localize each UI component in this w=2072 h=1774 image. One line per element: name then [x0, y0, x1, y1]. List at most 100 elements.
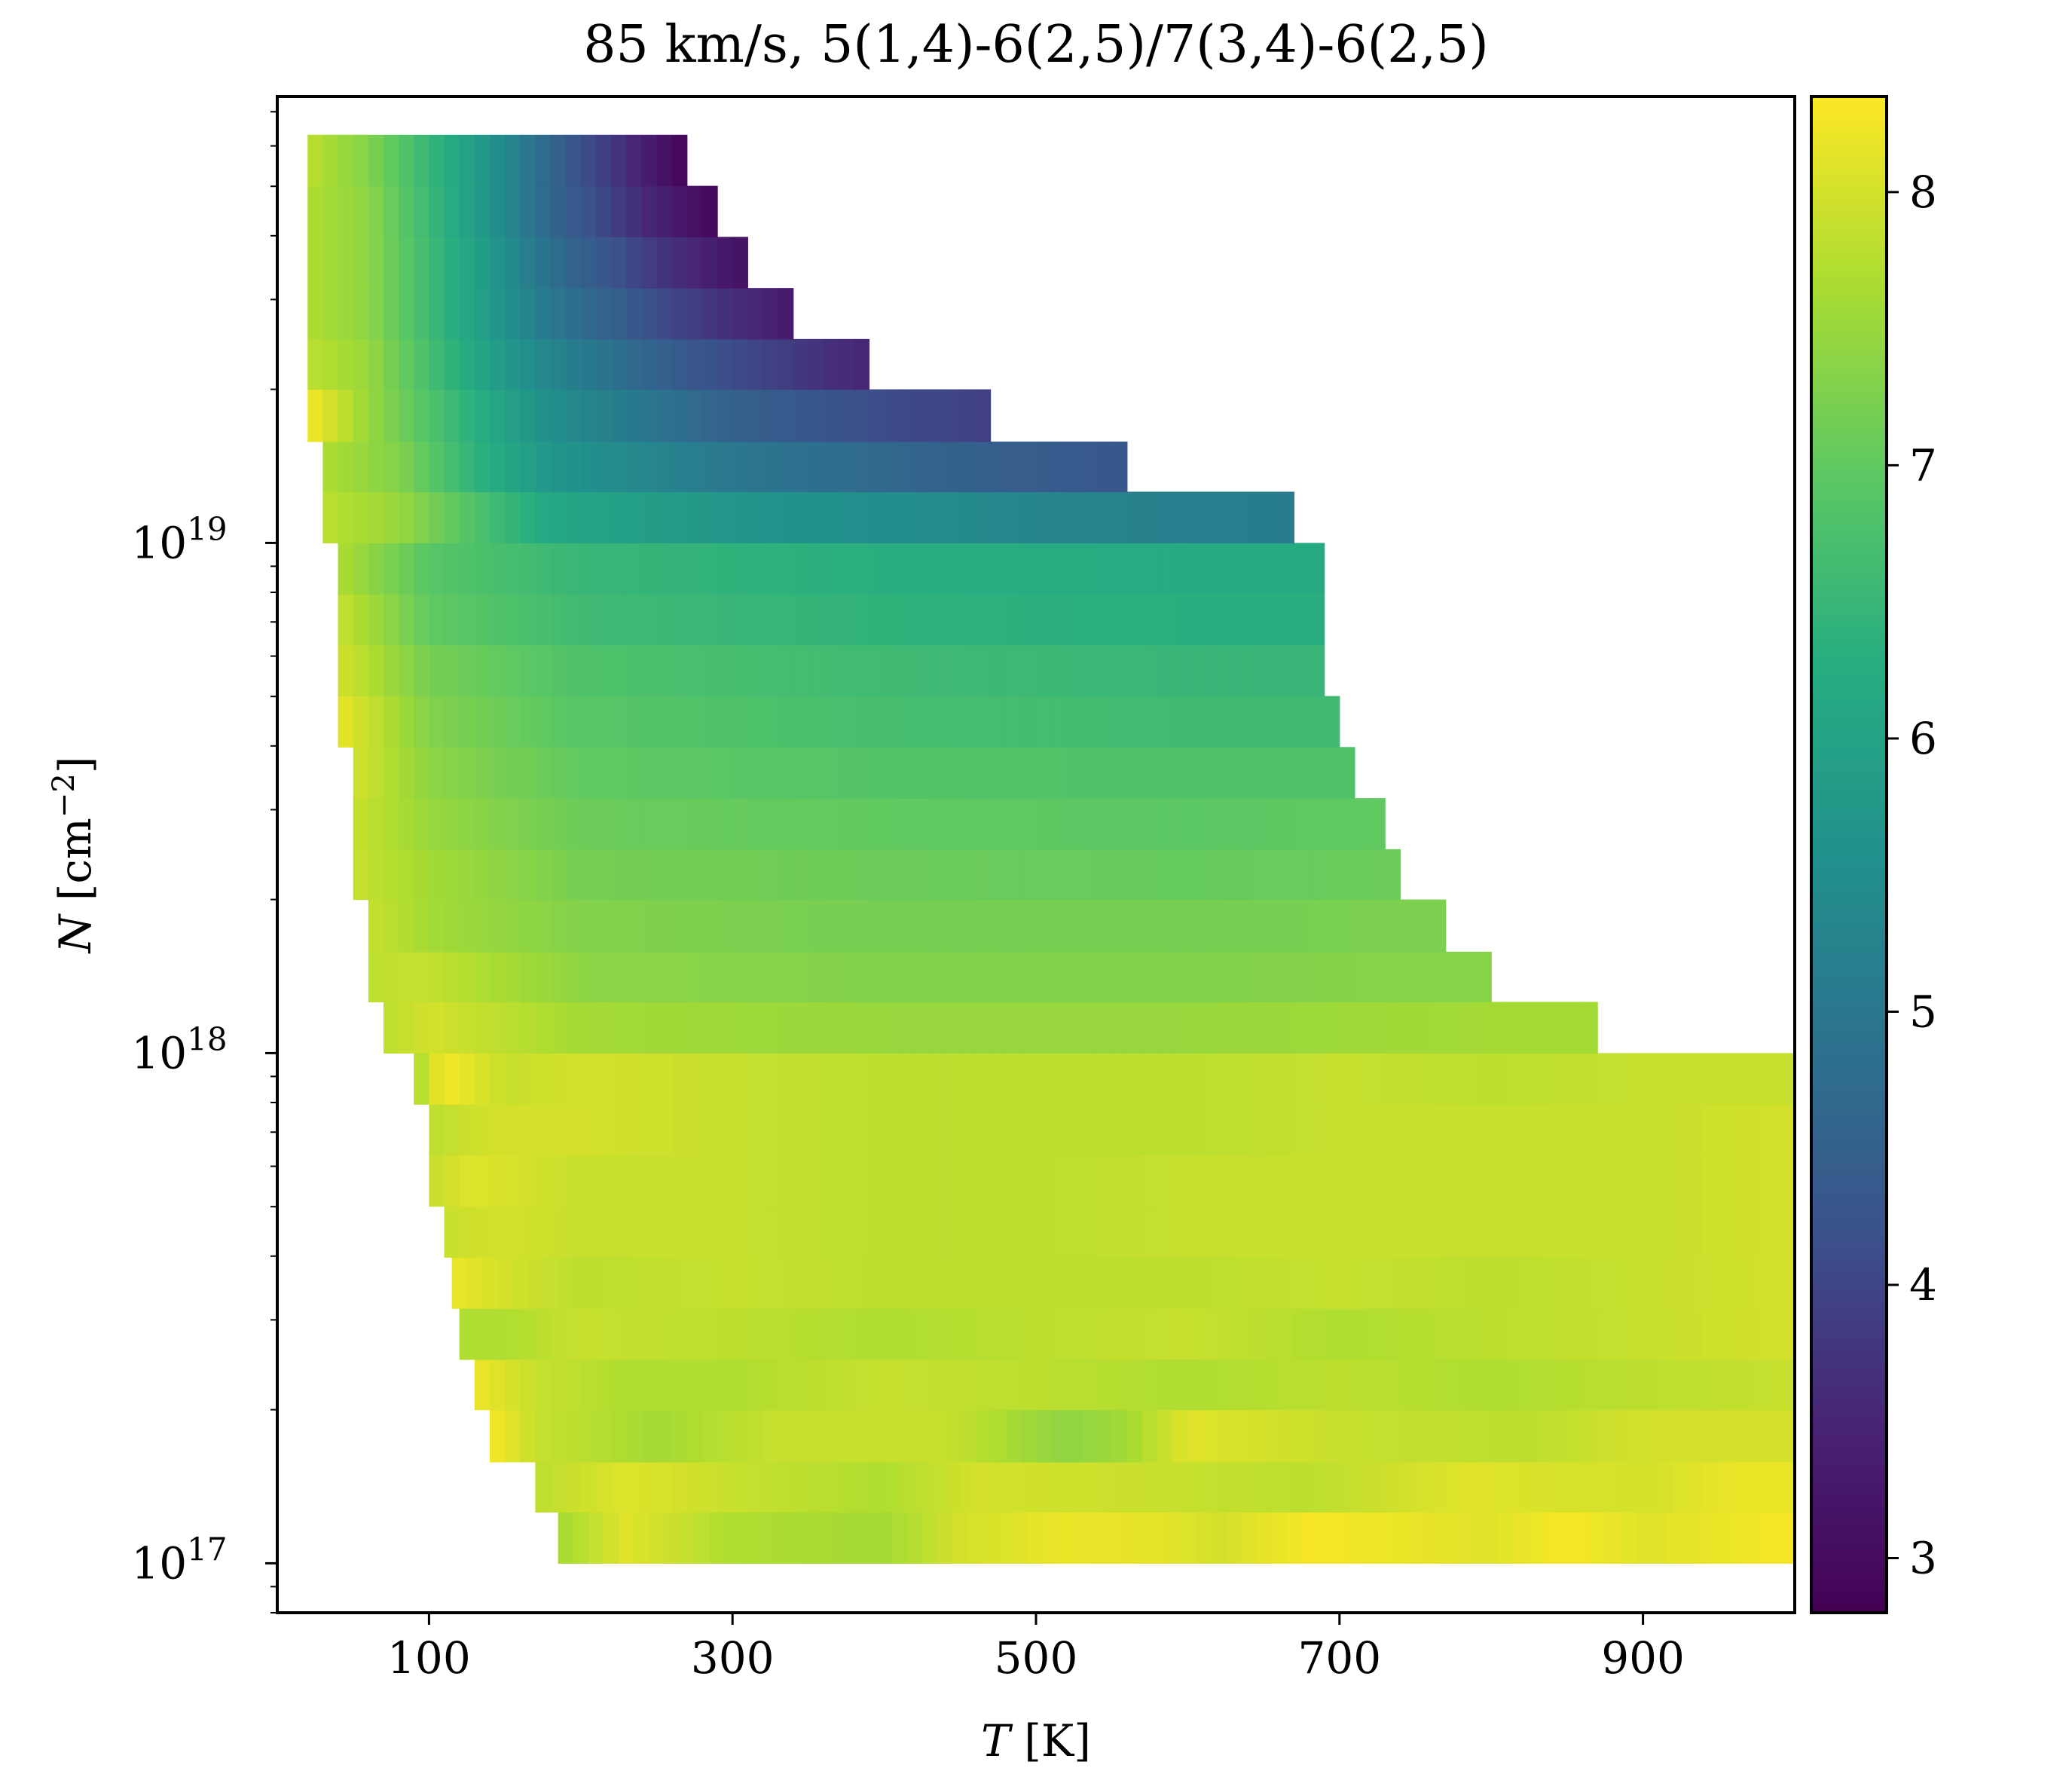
heatmap-cell	[717, 441, 733, 493]
heatmap-cell	[1172, 1461, 1188, 1513]
heatmap-cell	[1096, 543, 1113, 595]
heatmap-cell	[1157, 491, 1173, 544]
heatmap-cell	[414, 849, 429, 901]
heatmap-cell	[338, 594, 354, 646]
heatmap-cell	[1111, 1461, 1128, 1513]
heatmap-cell	[1582, 1104, 1598, 1156]
heatmap-cell	[732, 491, 748, 544]
heatmap-cell	[1734, 1155, 1750, 1207]
heatmap-cell	[611, 1206, 627, 1258]
heatmap-cell	[1294, 798, 1310, 850]
heatmap-cell	[686, 798, 703, 850]
heatmap-cell	[778, 1155, 794, 1207]
heatmap-cell	[451, 1257, 468, 1309]
heatmap-cell	[824, 1155, 839, 1207]
heatmap-cell	[459, 1308, 475, 1360]
heatmap-cell	[580, 1104, 597, 1156]
heatmap-cell	[604, 1257, 619, 1309]
heatmap-cell	[701, 543, 718, 595]
heatmap-cell	[831, 1257, 847, 1309]
heatmap-cell	[459, 1053, 475, 1105]
heatmap-cell	[429, 543, 445, 595]
heatmap-cell	[1734, 1053, 1750, 1105]
heatmap-cell	[1551, 1409, 1568, 1463]
heatmap-cell	[1020, 1206, 1037, 1258]
heatmap-cell	[565, 237, 582, 289]
heatmap-cell	[1141, 747, 1158, 799]
heatmap-cell	[732, 1053, 748, 1105]
heatmap-cell	[1066, 696, 1083, 748]
heatmap-cell	[1111, 594, 1128, 646]
heatmap-cell	[1453, 1257, 1469, 1309]
heatmap-cell	[1491, 1053, 1507, 1105]
heatmap-cell	[778, 951, 794, 1003]
heatmap-cell	[1506, 1359, 1523, 1411]
heatmap-cell	[914, 441, 931, 493]
heatmap-cell	[793, 798, 809, 850]
heatmap-cell	[565, 849, 582, 901]
heatmap-cell	[1476, 1308, 1492, 1360]
heatmap-cell	[611, 1359, 627, 1411]
heatmap-cell	[444, 185, 460, 237]
heatmap-cell	[1309, 1053, 1325, 1105]
heatmap-cell	[854, 441, 870, 493]
heatmap-cell	[839, 491, 854, 544]
x-tick-label: 300	[691, 1632, 775, 1684]
heatmap-cell	[824, 1104, 839, 1156]
heatmap-cell	[1081, 543, 1098, 595]
heatmap-cell	[701, 951, 718, 1003]
heatmap-cell	[1324, 1409, 1340, 1463]
heatmap-cell	[839, 747, 854, 799]
heatmap-cell	[755, 1512, 772, 1564]
heatmap-cell	[368, 899, 384, 953]
heatmap-cell	[740, 1512, 756, 1564]
heatmap-cell	[1309, 1155, 1325, 1207]
heatmap-cell	[1081, 747, 1098, 799]
heatmap-cell	[520, 951, 536, 1003]
heatmap-cell	[573, 1257, 589, 1309]
heatmap-cell	[626, 134, 642, 187]
heatmap-cell	[505, 644, 521, 697]
heatmap-cell	[1141, 644, 1158, 697]
heatmap-cell	[1157, 951, 1173, 1003]
heatmap-cell	[914, 899, 931, 953]
heatmap-cell	[778, 1053, 794, 1105]
heatmap-cell	[671, 1002, 688, 1054]
heatmap-cell	[1764, 1104, 1780, 1156]
heatmap-cell	[383, 594, 399, 646]
heatmap-cell	[1126, 1206, 1143, 1258]
heatmap-cell	[383, 288, 399, 340]
heatmap-cell	[1279, 594, 1294, 646]
heatmap-cell	[747, 899, 764, 953]
heatmap-cell	[595, 389, 612, 442]
heatmap-cell	[1005, 1308, 1022, 1360]
heatmap-cell	[565, 338, 582, 390]
heatmap-cell	[1233, 951, 1249, 1003]
heatmap-cell	[474, 899, 490, 953]
heatmap-cell	[1248, 951, 1264, 1003]
heatmap-cell	[960, 543, 976, 595]
colorbar-tick-label: 4	[1909, 1259, 1937, 1311]
heatmap-cell	[778, 1104, 794, 1156]
heatmap-cell	[1187, 1461, 1204, 1513]
heatmap-cell	[975, 644, 992, 697]
heatmap-cell	[1111, 644, 1128, 697]
heatmap-cell	[1172, 1155, 1188, 1207]
heatmap-cell	[1536, 1155, 1553, 1207]
heatmap-cell	[1203, 747, 1219, 799]
heatmap-cell	[626, 594, 642, 646]
heatmap-cell	[520, 594, 536, 646]
heatmap-cell	[429, 849, 445, 901]
heatmap-cell	[595, 237, 612, 289]
heatmap-cell	[800, 1512, 817, 1564]
heatmap-cell	[906, 1257, 923, 1309]
heatmap-cell	[399, 185, 414, 237]
heatmap-cell	[1430, 951, 1447, 1003]
heatmap-cell	[921, 1257, 938, 1309]
heatmap-cell	[960, 798, 976, 850]
heatmap-cell	[1627, 1359, 1644, 1411]
heatmap-cell	[686, 1308, 703, 1360]
heatmap-cell	[505, 491, 521, 544]
heatmap-cell	[869, 1155, 885, 1207]
heatmap-cell	[1248, 1308, 1264, 1360]
